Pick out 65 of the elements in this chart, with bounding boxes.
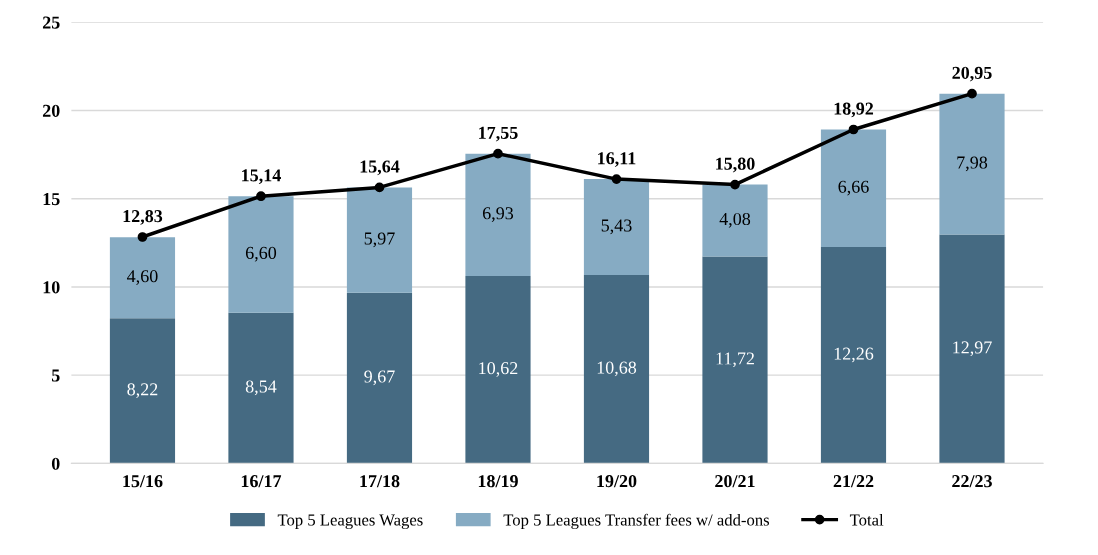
data-label: 20,95: [952, 66, 992, 82]
point: [848, 124, 859, 135]
data-label: 15,80: [716, 157, 755, 173]
data-label: 10,68: [597, 361, 637, 377]
data-label: 8,54: [245, 380, 277, 396]
legend-label: Top 5 Leagues Wages: [277, 514, 423, 530]
x-tick-label: 22/23: [952, 475, 992, 488]
bar: [465, 153, 531, 276]
data-label: 11,72: [716, 352, 754, 368]
x-tick-label: 20/21: [715, 475, 755, 488]
data-label: 6,93: [482, 207, 514, 222]
point: [611, 174, 622, 184]
bar: [109, 318, 176, 464]
data-label: 6,66: [838, 180, 869, 196]
bar: [583, 274, 650, 464]
data-label: 9,67: [364, 370, 395, 386]
data-label: 12,26: [834, 347, 874, 363]
bar: [346, 187, 413, 293]
legend-label: Total: [849, 513, 884, 526]
data-label: 7,98: [957, 156, 988, 172]
y-tick-label: 5: [51, 369, 60, 382]
y-tick-label: 15: [43, 193, 60, 206]
bar: [228, 196, 294, 313]
bar: [228, 312, 294, 464]
data-label: 12,97: [953, 341, 992, 357]
x-tick-label: 19/20: [597, 475, 637, 488]
data-label: 4,60: [127, 270, 158, 285]
x-tick-label: 15/16: [123, 475, 163, 488]
bar: [583, 179, 650, 275]
data-label: 5,97: [364, 232, 395, 248]
point: [730, 179, 740, 190]
data-label: 8,22: [127, 383, 158, 399]
bar: [939, 93, 1005, 235]
data-label: 15,14: [242, 169, 281, 185]
data-label: 4,08: [719, 212, 751, 228]
data-label: 10,62: [479, 362, 518, 377]
x-tick-label: 16/17: [241, 475, 282, 488]
data-label: 16,11: [598, 152, 636, 167]
y-tick-label: 20: [42, 104, 60, 117]
bar: [702, 184, 768, 257]
data-label: 18,92: [834, 102, 874, 118]
bar: [109, 237, 176, 319]
x-tick-label: 17/18: [360, 475, 400, 488]
y-tick-label: 0: [51, 457, 60, 470]
y-tick-label: 10: [43, 281, 60, 294]
data-label: 5,43: [601, 219, 632, 235]
x-tick-label: 21/22: [833, 475, 874, 488]
point: [493, 148, 503, 159]
bar: [346, 292, 413, 464]
point: [967, 88, 977, 99]
legend-label: Top 5 Leagues Transfer fees w/ add-ons: [503, 513, 770, 530]
y-tick-label: 25: [42, 16, 60, 29]
bar: [939, 234, 1005, 464]
data-label: 15,64: [360, 160, 400, 176]
bar: [702, 256, 768, 464]
bar: [465, 275, 531, 464]
point: [256, 191, 266, 202]
point: [374, 182, 385, 193]
data-label: 6,60: [245, 246, 277, 262]
point: [137, 232, 148, 242]
bar: [820, 247, 887, 464]
data-label: 12,83: [123, 210, 163, 225]
bar: [820, 129, 887, 248]
data-label: 17,55: [479, 126, 518, 142]
x-tick-label: 18/19: [478, 475, 518, 488]
